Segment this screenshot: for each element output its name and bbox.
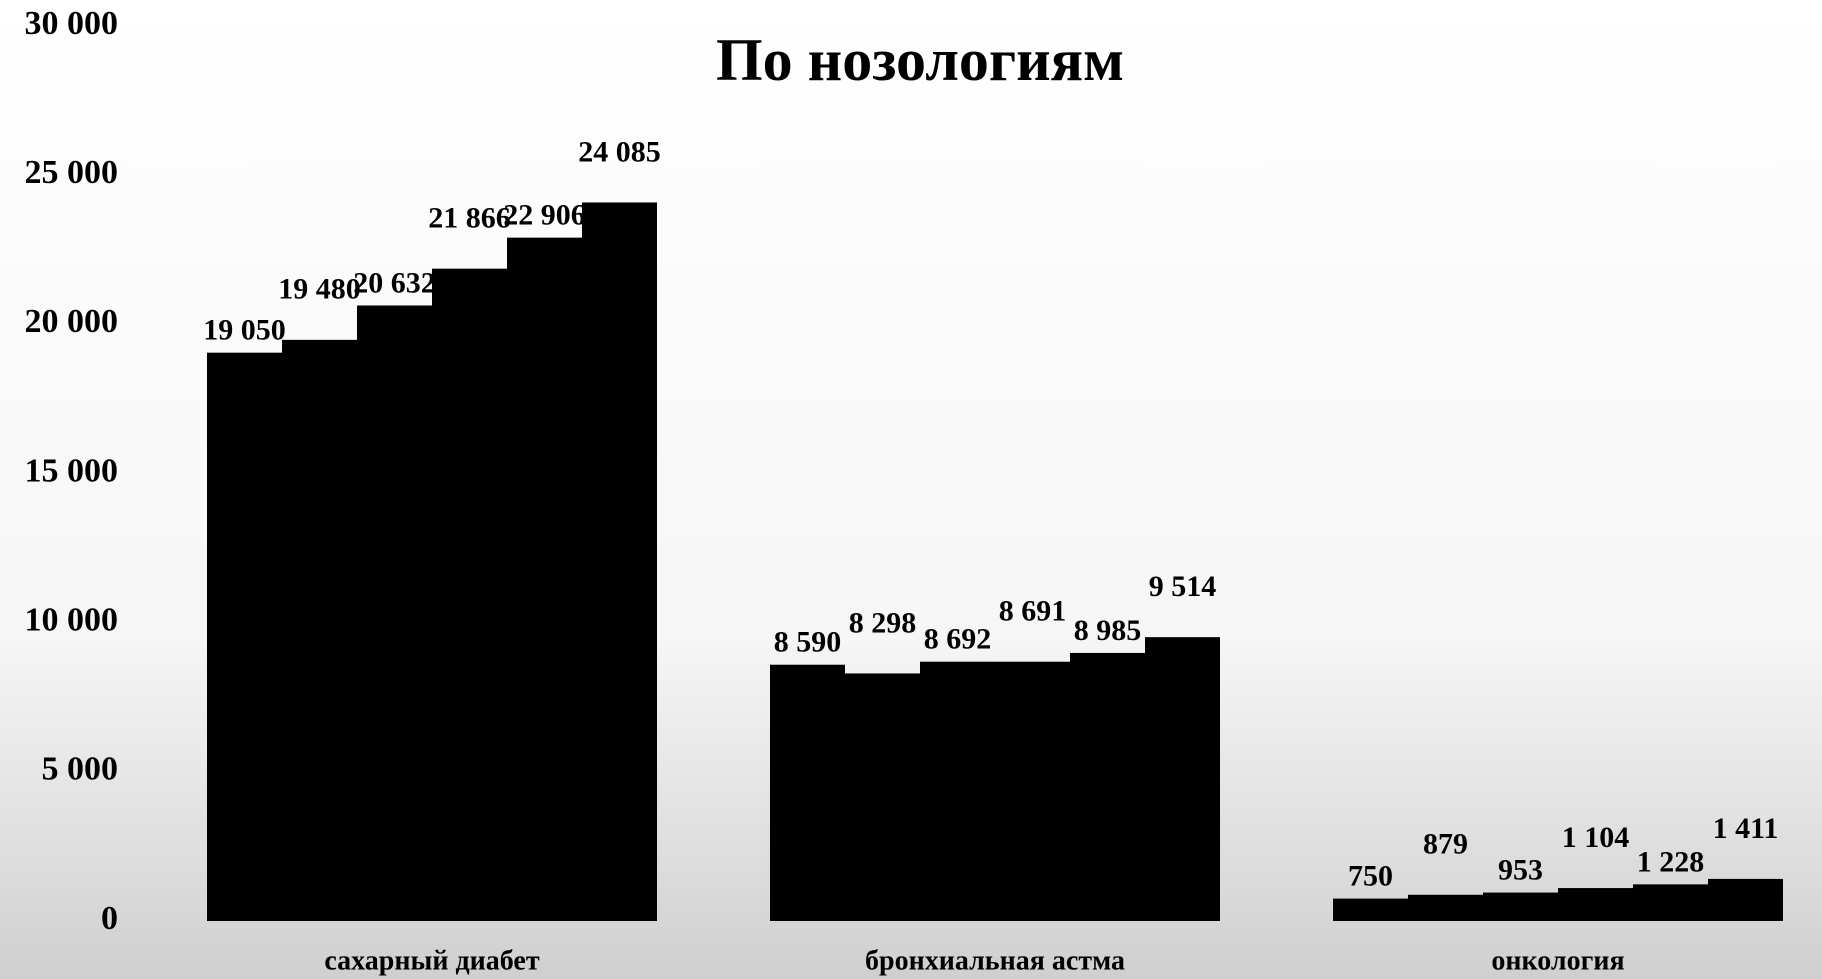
bar (920, 661, 995, 921)
value-label: 8 691 (999, 595, 1067, 628)
bar (1558, 888, 1633, 921)
value-label: 8 298 (849, 606, 917, 639)
y-tick-label: 20 000 (25, 303, 119, 340)
value-label: 19 050 (203, 314, 286, 347)
y-tick-label: 15 000 (25, 452, 119, 489)
bar (1333, 898, 1408, 921)
y-tick-label: 5 000 (42, 751, 119, 788)
bar (845, 673, 920, 921)
value-label: 1 411 (1713, 812, 1779, 845)
bar (432, 268, 507, 922)
x-tick-label: онкология (1491, 945, 1624, 976)
value-label: 1 104 (1562, 821, 1630, 854)
value-label: 20 632 (353, 266, 436, 299)
bar (1708, 878, 1783, 921)
bar (582, 202, 657, 921)
value-label: 750 (1348, 860, 1393, 893)
bar (1145, 637, 1220, 921)
value-label: 1 228 (1637, 845, 1705, 878)
value-label: 8 590 (774, 626, 842, 659)
y-tick-label: 10 000 (25, 601, 119, 638)
value-label: 21 866 (428, 202, 511, 235)
bar (1408, 894, 1483, 921)
bar (995, 661, 1070, 921)
value-label: 8 692 (924, 623, 992, 656)
bar (1070, 652, 1145, 921)
value-label: 8 985 (1074, 614, 1142, 647)
bar (207, 352, 282, 921)
x-tick-label: бронхиальная астма (865, 945, 1125, 976)
chart-title: По нозологиям (716, 27, 1124, 93)
x-tick-label: сахарный диабет (324, 945, 539, 976)
bar (1633, 884, 1708, 921)
bar (357, 305, 432, 922)
bar (1483, 892, 1558, 921)
y-tick-label: 25 000 (25, 154, 119, 191)
y-tick-label: 0 (101, 900, 118, 937)
value-label: 19 480 (278, 273, 361, 306)
value-label: 953 (1498, 853, 1543, 886)
value-label: 879 (1423, 828, 1468, 861)
y-tick-label: 30 000 (25, 5, 119, 42)
value-label: 24 085 (578, 135, 661, 168)
bar (770, 664, 845, 921)
bar (507, 237, 582, 921)
value-label: 9 514 (1149, 570, 1217, 603)
bar (282, 339, 357, 921)
value-label: 22 906 (503, 199, 586, 232)
